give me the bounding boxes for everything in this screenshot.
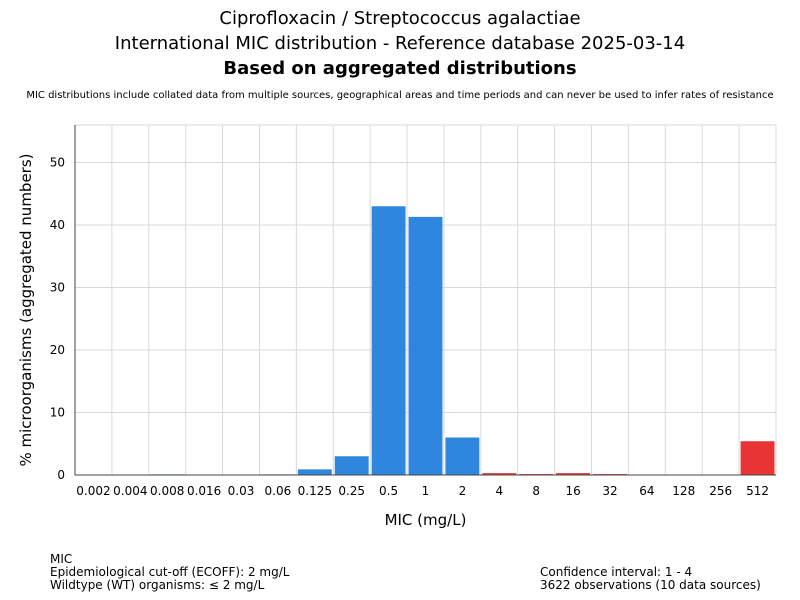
y-tick-label: 0 <box>57 468 65 482</box>
chart-title-line2: International MIC distribution - Referen… <box>114 33 686 54</box>
x-tick-label: 64 <box>639 484 654 498</box>
chart-title: Ciprofloxacin / Streptococcus agalactiae <box>219 8 581 29</box>
x-tick-label: 0.002 <box>76 484 110 498</box>
bar-0.5 <box>371 206 406 475</box>
footer-right: Confidence interval: 1 - 4 3622 observat… <box>540 566 761 592</box>
y-tick-label: 40 <box>50 218 65 232</box>
x-tick-label: 32 <box>602 484 617 498</box>
chart-title-line3: Based on aggregated distributions <box>223 58 577 79</box>
x-axis-title: MIC (mg/L) <box>385 511 467 529</box>
x-tick-label: 2 <box>459 484 467 498</box>
x-tick-label: 0.5 <box>379 484 398 498</box>
footer-observations: 3622 observations (10 data sources) <box>540 578 761 592</box>
x-tick-label: 0.06 <box>265 484 292 498</box>
bar-512 <box>740 441 775 475</box>
footer-confidence: Confidence interval: 1 - 4 <box>540 565 693 579</box>
x-tick-label: 1 <box>422 484 430 498</box>
x-tick-label: 0.004 <box>113 484 147 498</box>
x-tick-label: 512 <box>746 484 769 498</box>
x-tick-label: 0.03 <box>228 484 255 498</box>
x-tick-label: 4 <box>495 484 503 498</box>
y-tick-label: 30 <box>50 281 65 295</box>
x-tick-label: 0.008 <box>150 484 184 498</box>
footer-wildtype: Wildtype (WT) organisms: ≤ 2 mg/L <box>50 578 265 592</box>
bar-4 <box>482 473 517 475</box>
footer-ecoff: Epidemiological cut-off (ECOFF): 2 mg/L <box>50 565 290 579</box>
bar-1 <box>408 216 443 475</box>
x-tick-label: 8 <box>532 484 540 498</box>
bar-0.25 <box>334 456 369 475</box>
y-axis-title: % microorganisms (aggregated numbers) <box>17 153 35 466</box>
chart-subtitle: MIC distributions include collated data … <box>26 90 774 101</box>
footer-left: MIC Epidemiological cut-off (ECOFF): 2 m… <box>50 553 289 592</box>
bar-2 <box>445 437 480 475</box>
y-tick-label: 20 <box>50 343 65 357</box>
x-tick-label: 0.016 <box>187 484 221 498</box>
bar-0.125 <box>297 469 332 475</box>
x-tick-label: 16 <box>565 484 580 498</box>
footer-mic-label: MIC <box>50 552 73 566</box>
x-tick-label: 128 <box>672 484 695 498</box>
bar-16 <box>556 473 591 475</box>
x-tick-label: 256 <box>709 484 732 498</box>
x-tick-label: 0.25 <box>338 484 365 498</box>
y-tick-label: 50 <box>50 156 65 170</box>
x-tick-label: 0.125 <box>298 484 332 498</box>
y-tick-label: 10 <box>50 406 65 420</box>
